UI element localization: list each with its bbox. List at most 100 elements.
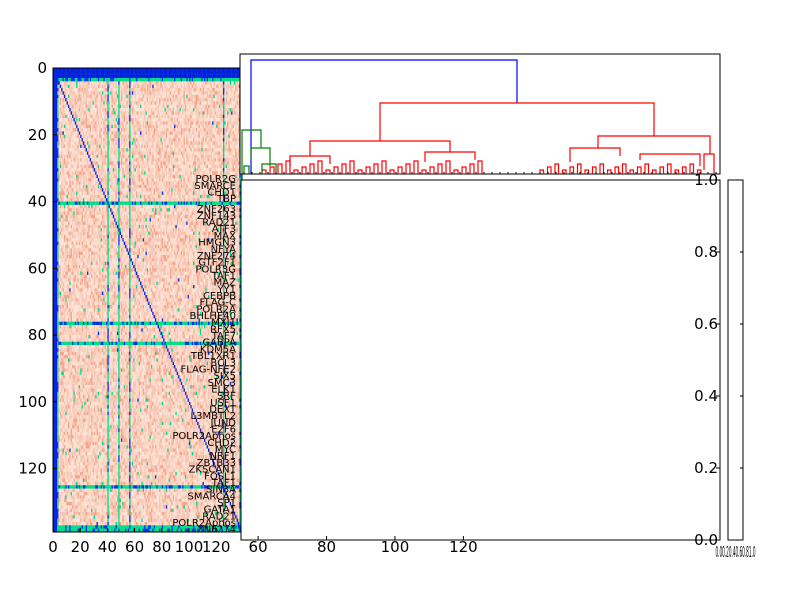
heatmap-cell [220,151,222,155]
heatmap-cell [77,131,80,135]
heatmap-cell [220,154,222,159]
heatmap-cell [233,91,236,95]
heatmap-cell [218,101,221,105]
heatmap-cell [208,111,210,115]
heatmap-cell [165,184,168,189]
heatmap-cell [78,108,81,112]
heatmap-cell [76,91,78,95]
heatmap-cell [202,181,205,186]
heatmap-cell [152,84,154,89]
heatmap-cell [164,178,167,182]
heatmap-cell [150,114,153,119]
heatmap-cell [69,84,71,89]
heatmap-cell [141,104,143,109]
heatmap-cell [103,68,105,72]
heatmap-cell [197,121,199,125]
heatmap-cell [161,121,164,125]
heatmap-cell [118,148,120,152]
heatmap-cell [103,81,105,85]
heatmap-cell [159,104,161,109]
heatmap-cell [222,78,225,82]
heatmap-cell [120,161,123,166]
heatmap-cell [163,178,165,182]
heatmap-cell [169,148,172,152]
heatmap-cell [195,91,198,95]
heatmap-cell [203,104,206,109]
heatmap-cell [93,108,96,112]
heatmap-cell [119,124,122,129]
heatmap-cell [163,74,165,79]
heatmap-cell [165,74,168,79]
heatmap-cell [190,71,192,75]
heatmap-cell [184,148,187,152]
heatmap-cell [58,174,60,179]
heatmap-cell [231,168,233,172]
heatmap-cell [208,81,210,85]
heatmap-cell [144,178,146,182]
heatmap-cell [203,84,206,89]
heatmap-cell [179,154,182,159]
heatmap-cell [100,88,103,92]
heatmap-cell [236,164,239,169]
heatmap-cell [157,138,160,142]
heatmap-cell [159,148,161,152]
heatmap-cell [126,178,128,182]
heatmap-cell [198,71,201,75]
heatmap-cell [127,138,130,142]
heatmap-cell [188,88,191,92]
heatmap-cell [145,98,148,102]
heatmap-cell [163,184,165,189]
heatmap-cell [168,84,171,89]
heatmap-cell [197,141,199,145]
heatmap-cell [169,141,172,145]
heatmap-cell [157,134,160,139]
heatmap-cell [174,78,176,82]
heatmap-cell [74,81,77,85]
heatmap-cell [120,81,123,85]
heatmap-cell [106,178,108,182]
heatmap-cell [81,71,84,75]
heatmap-cell [137,138,139,142]
heatmap-cell [182,94,184,99]
heatmap-cell [88,158,90,162]
heatmap-cell [208,104,210,109]
heatmap-cell [176,71,179,75]
heatmap-cell [96,94,99,99]
heatmap-cell [72,141,74,145]
heatmap-cell [57,128,59,132]
heatmap-cell [214,91,217,95]
heatmap-cell [65,134,67,139]
heatmap-cell [135,138,138,142]
heatmap-cell [141,178,143,182]
heatmap-cell [77,151,80,155]
heatmap-cell [53,178,55,182]
heatmap-cell [126,161,128,166]
heatmap-cell [88,184,90,189]
heatmap-cell [205,104,207,109]
heatmap-cell [129,101,131,105]
heatmap-cell [53,71,55,75]
heatmap-cell [76,144,78,149]
heatmap-cell [206,131,209,135]
heatmap-cell [127,88,130,92]
heatmap-cell [210,71,213,75]
heatmap-cell [118,151,120,155]
heatmap-cell [175,138,177,142]
heatmap-cell [144,118,146,122]
heatmap-cell [66,104,69,109]
heatmap-cell [129,84,131,89]
heatmap-cell [103,154,105,159]
heatmap-cell [99,151,101,155]
heatmap-cell [228,174,230,179]
heatmap-cell [76,134,78,139]
heatmap-cell [62,144,65,149]
heatmap-cell [214,174,217,179]
heatmap-cell [74,91,77,95]
heatmap-cell [227,114,229,119]
heatmap-cell [176,174,179,179]
heatmap-cell [163,104,165,109]
heatmap-cell [146,84,149,89]
heatmap-cell [176,84,179,89]
heatmap-cell [168,68,171,72]
heatmap-cell [73,91,75,95]
